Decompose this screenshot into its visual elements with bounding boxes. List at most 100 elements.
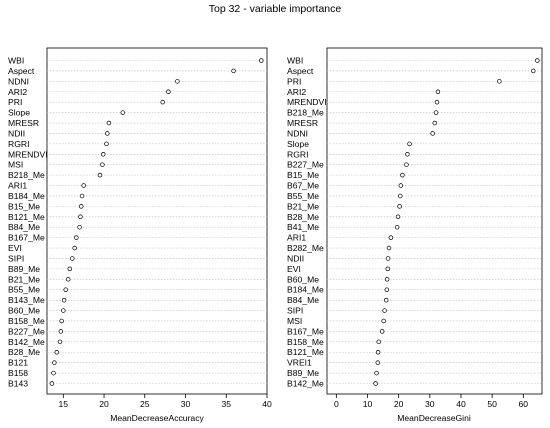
- importance-point: [531, 68, 536, 74]
- variable-label: PRI: [8, 97, 22, 107]
- importance-point: [63, 287, 68, 292]
- importance-point: [374, 370, 379, 376]
- chart-title: Top 32 - variable importance: [209, 3, 342, 15]
- importance-point: [51, 370, 56, 376]
- variable-label: B218_Me: [287, 108, 324, 118]
- importance-point: [104, 141, 109, 147]
- variable-label: B142_Me: [287, 379, 324, 389]
- importance-point: [383, 297, 389, 303]
- variable-label: ARI1: [287, 233, 306, 243]
- variable-label: MRESR: [8, 118, 39, 128]
- variable-label: ARI2: [8, 87, 27, 97]
- importance-point: [79, 193, 85, 199]
- importance-point: [434, 99, 440, 105]
- plot-frame: [326, 47, 543, 395]
- importance-point: [259, 58, 264, 63]
- variable-label: WBI: [287, 56, 303, 66]
- variable-label: NDII: [8, 128, 25, 138]
- variable-label: VREI1: [287, 358, 312, 368]
- x-tick-label: 20: [394, 399, 404, 409]
- importance-point: [78, 204, 84, 209]
- importance-point: [78, 214, 83, 220]
- variable-label: WBI: [8, 56, 24, 66]
- variable-label: MRESR: [287, 118, 318, 128]
- variable-label: B158_Me: [8, 316, 45, 326]
- importance-point: [67, 266, 73, 272]
- variable-label: MSI: [287, 316, 302, 326]
- importance-point: [535, 58, 540, 63]
- variable-label: EVI: [287, 264, 301, 274]
- importance-point: [497, 79, 502, 84]
- x-axis-title: MeanDecreaseGini: [397, 413, 471, 423]
- x-tick-label: 35: [221, 399, 231, 409]
- variable-label: MSI: [8, 160, 23, 170]
- importance-point: [385, 266, 391, 272]
- importance-point: [433, 110, 439, 115]
- importance-point: [74, 235, 79, 240]
- plot-frame: [46, 47, 268, 395]
- importance-point: [58, 329, 64, 334]
- variable-label: B60_Me: [8, 306, 40, 316]
- variable-label: SIPI: [287, 306, 303, 316]
- variable-label: B143_Me: [8, 295, 45, 305]
- variable-label: RGRI: [287, 149, 308, 159]
- importance-point: [100, 152, 106, 157]
- importance-point: [376, 339, 381, 345]
- importance-point: [398, 183, 404, 188]
- variable-label: B121_Me: [287, 347, 324, 357]
- variable-label: B67_Me: [287, 181, 319, 191]
- importance-point: [49, 381, 55, 386]
- variable-label: NDNI: [8, 76, 29, 86]
- importance-point: [382, 308, 387, 313]
- importance-point: [72, 245, 77, 251]
- importance-point: [395, 214, 401, 220]
- variable-label: B60_Me: [287, 274, 319, 284]
- x-tick-label: 25: [140, 399, 150, 409]
- importance-point: [61, 308, 66, 313]
- variable-label: MRENDVI: [287, 97, 327, 107]
- importance-point: [394, 224, 400, 230]
- variable-label: B15_Me: [8, 201, 40, 211]
- x-tick-label: 40: [456, 399, 466, 409]
- importance-point: [160, 99, 165, 105]
- x-tick-label: 20: [99, 399, 109, 409]
- importance-point: [384, 277, 390, 282]
- importance-point: [430, 131, 435, 136]
- variable-label: B121_Me: [8, 212, 45, 222]
- importance-point: [57, 339, 63, 345]
- x-tick-label: 0: [334, 399, 339, 409]
- variable-label: B28_Me: [8, 347, 40, 357]
- importance-point: [384, 287, 390, 292]
- x-tick-label: 40: [262, 399, 272, 409]
- importance-point: [97, 172, 103, 178]
- variable-label: B28_Me: [287, 212, 319, 222]
- variable-label: B89_Me: [8, 264, 40, 274]
- importance-point: [432, 120, 438, 126]
- importance-point: [397, 204, 402, 209]
- x-tick-label: 10: [363, 399, 373, 409]
- importance-point: [65, 277, 71, 282]
- importance-point: [407, 141, 412, 147]
- importance-point: [397, 193, 403, 199]
- importance-point: [400, 172, 405, 178]
- variable-label: MRENDVI: [8, 149, 48, 159]
- variable-label: B84_Me: [8, 222, 40, 232]
- importance-point: [435, 89, 441, 95]
- variable-label: Slope: [8, 108, 30, 118]
- importance-point: [388, 235, 394, 240]
- variable-label: B227_Me: [8, 326, 45, 336]
- importance-point: [379, 329, 385, 334]
- variable-label: SIPI: [8, 253, 24, 263]
- importance-panel-1: WBIAspectNDNIARI2PRISlopeMRESRNDIIRGRIMR…: [8, 47, 272, 423]
- variable-label: B158_Me: [287, 337, 324, 347]
- variable-label: B184_Me: [8, 191, 45, 201]
- variable-label: B184_Me: [287, 285, 324, 295]
- variable-label: B158: [8, 368, 28, 378]
- variable-label: B21_Me: [287, 201, 319, 211]
- variable-label: ARI1: [8, 181, 27, 191]
- x-tick-label: 15: [59, 399, 69, 409]
- importance-point: [81, 183, 86, 188]
- x-tick-label: 30: [181, 399, 191, 409]
- variable-label: B89_Me: [287, 368, 319, 378]
